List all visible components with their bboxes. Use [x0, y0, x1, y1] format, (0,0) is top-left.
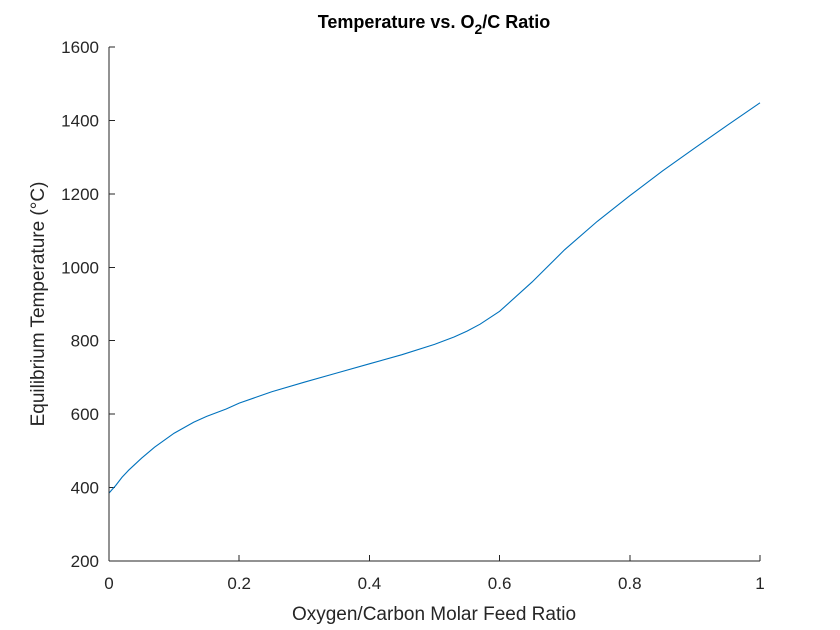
y-tick-label: 200	[71, 552, 99, 571]
y-axis-label: Equilibrium Temperature (°C)	[28, 182, 49, 427]
x-axis-label: Oxygen/Carbon Molar Feed Ratio	[292, 604, 576, 625]
y-tick-label: 400	[71, 479, 99, 498]
x-tick-label: 1	[755, 574, 764, 593]
chart-title-main: Temperature vs. O	[318, 12, 475, 32]
series-line	[108, 102, 761, 494]
x-tick-label: 0	[104, 574, 113, 593]
x-tick-label: 0.2	[227, 574, 251, 593]
tick-group: 0 0.2 0.4 0.6 0.8 120040060080010001200140016…	[61, 38, 765, 593]
x-tick-label: 0.8	[618, 574, 642, 593]
y-tick-label: 1600	[61, 38, 99, 57]
y-tick-label: 800	[71, 332, 99, 351]
y-tick-label: 1200	[61, 185, 99, 204]
chart-title-subscript: 2	[474, 21, 482, 37]
x-tick-label: 0.6	[488, 574, 512, 593]
chart-title: Temperature vs. O2/C Ratio	[318, 12, 551, 37]
x-tick-label: 0.4	[358, 574, 382, 593]
y-tick-label: 1000	[61, 258, 99, 277]
y-tick-label: 1400	[61, 111, 99, 130]
chart-title-end: /C Ratio	[482, 12, 550, 32]
y-tick-label: 600	[71, 405, 99, 424]
